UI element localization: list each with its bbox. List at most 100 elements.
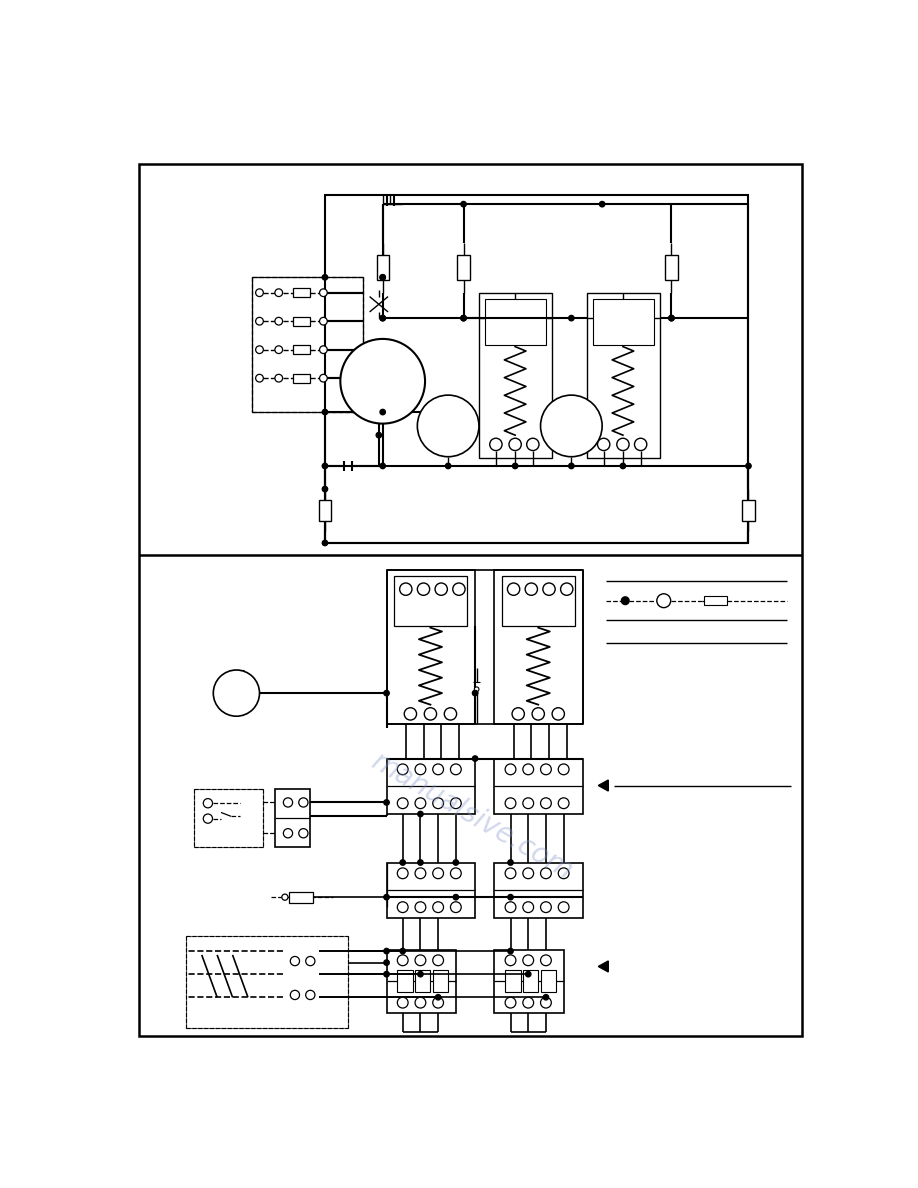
Circle shape	[527, 438, 539, 450]
Circle shape	[473, 690, 477, 696]
Circle shape	[561, 583, 573, 595]
Polygon shape	[599, 781, 609, 791]
Circle shape	[380, 274, 386, 280]
Circle shape	[384, 800, 389, 805]
Circle shape	[435, 583, 447, 595]
Bar	[593, 299, 654, 345]
Circle shape	[415, 902, 426, 912]
Circle shape	[552, 708, 565, 720]
Circle shape	[532, 708, 544, 720]
Circle shape	[319, 317, 327, 326]
Circle shape	[384, 972, 389, 977]
Circle shape	[284, 829, 293, 838]
Circle shape	[418, 396, 479, 456]
Circle shape	[444, 708, 456, 720]
Circle shape	[505, 997, 516, 1009]
Circle shape	[400, 948, 406, 954]
Circle shape	[512, 463, 518, 468]
Circle shape	[384, 895, 389, 899]
Circle shape	[418, 860, 423, 865]
Circle shape	[656, 594, 671, 607]
Circle shape	[432, 997, 443, 1009]
Circle shape	[451, 764, 461, 775]
Circle shape	[397, 997, 409, 1009]
Circle shape	[322, 274, 328, 280]
Circle shape	[558, 764, 569, 775]
Circle shape	[306, 956, 315, 966]
Circle shape	[282, 895, 288, 901]
Circle shape	[384, 948, 389, 954]
Circle shape	[397, 902, 409, 912]
Circle shape	[376, 432, 382, 438]
Circle shape	[399, 583, 412, 595]
Bar	[186, 936, 348, 1028]
Bar	[386, 862, 476, 918]
Circle shape	[558, 798, 569, 809]
Bar	[289, 892, 313, 903]
Polygon shape	[599, 961, 609, 972]
Circle shape	[290, 991, 299, 999]
Bar	[397, 971, 413, 992]
Text: manualsive.com: manualsive.com	[365, 747, 577, 885]
Bar	[541, 971, 556, 992]
Circle shape	[475, 687, 479, 691]
Bar	[495, 759, 583, 814]
Bar	[293, 316, 309, 326]
Circle shape	[525, 583, 537, 595]
Circle shape	[213, 670, 260, 716]
Circle shape	[523, 955, 533, 966]
Circle shape	[461, 316, 466, 321]
Circle shape	[415, 868, 426, 879]
Circle shape	[541, 955, 552, 966]
Bar	[479, 292, 552, 459]
Bar	[376, 255, 389, 280]
Circle shape	[523, 798, 533, 809]
Circle shape	[397, 955, 409, 966]
Circle shape	[415, 798, 426, 809]
Circle shape	[384, 690, 389, 696]
Bar	[523, 971, 538, 992]
Bar	[283, 947, 319, 1012]
Circle shape	[432, 764, 443, 775]
Circle shape	[461, 202, 466, 207]
Circle shape	[274, 346, 283, 354]
Bar	[432, 971, 448, 992]
Circle shape	[621, 596, 629, 605]
Circle shape	[418, 811, 423, 816]
Circle shape	[380, 463, 386, 468]
Bar	[194, 789, 263, 847]
Circle shape	[558, 902, 569, 912]
Circle shape	[505, 955, 516, 966]
Circle shape	[668, 316, 674, 321]
Circle shape	[541, 902, 552, 912]
Circle shape	[284, 798, 293, 807]
Circle shape	[404, 708, 417, 720]
Circle shape	[451, 902, 461, 912]
Bar	[394, 576, 467, 626]
Circle shape	[541, 868, 552, 879]
Circle shape	[274, 317, 283, 326]
Circle shape	[543, 994, 549, 1000]
Circle shape	[322, 541, 328, 545]
Bar	[666, 255, 677, 280]
Bar	[325, 195, 748, 543]
Circle shape	[541, 764, 552, 775]
Circle shape	[322, 486, 328, 492]
Circle shape	[203, 798, 213, 808]
Bar	[293, 373, 309, 383]
Circle shape	[380, 316, 386, 321]
Circle shape	[508, 583, 520, 595]
Circle shape	[341, 339, 425, 424]
Bar	[386, 570, 476, 723]
Circle shape	[432, 902, 443, 912]
Circle shape	[306, 991, 315, 999]
Circle shape	[274, 289, 283, 297]
Circle shape	[418, 972, 423, 977]
Circle shape	[290, 956, 299, 966]
Circle shape	[255, 346, 263, 354]
Circle shape	[432, 955, 443, 966]
Circle shape	[432, 868, 443, 879]
Circle shape	[599, 202, 605, 207]
Bar	[495, 949, 564, 1012]
Circle shape	[453, 860, 458, 865]
